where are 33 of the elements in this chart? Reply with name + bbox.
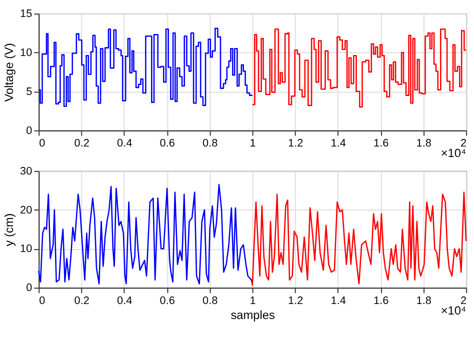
x-tick-label: 0.2 [74,138,90,150]
y-axis-title: Voltage (V) [2,43,16,102]
y-tick-label: 10 [20,243,32,256]
y-tick-label: 20 [20,204,32,216]
line-series [38,184,253,284]
x-tick-label: 1.6 [374,138,389,150]
x-tick-label: 0.6 [160,138,175,150]
y-tick-label: 0 [26,282,32,294]
x-tick-label: 0.2 [74,295,90,308]
x-tick-label: 1 [250,138,256,150]
y-tick-label: 0 [26,124,32,137]
x-tick-label: 1.4 [330,138,346,150]
x-tick-label: 1.4 [330,295,346,308]
x-tick-label: 1.8 [416,295,432,308]
y-tick-label: 15 [20,8,32,20]
x-tick-label: 0.8 [202,138,218,150]
x-tick-label: 0.4 [117,138,132,150]
x-tick-label: 0.4 [117,295,132,308]
y-tick-label: 30 [20,165,32,178]
x-tick-label: 0.8 [202,295,218,308]
y-axis-title: y (cm) [2,213,16,246]
x-tick-label: 1.2 [288,295,304,308]
x-tick-label: 1.6 [374,295,389,308]
x-tick-label: 0.6 [160,295,175,308]
x-tick-label: 1 [250,295,256,308]
x-tick-label: 1.2 [288,138,304,150]
x-tick-label: 0 [39,138,46,150]
x-axis-title: samples [230,308,275,322]
y-tick-label: 5 [26,86,32,98]
x-tick-label: 0 [39,295,46,308]
x-tick-label: 1.8 [416,138,432,150]
y-tick-label: 10 [20,46,32,59]
line-series [252,192,467,286]
